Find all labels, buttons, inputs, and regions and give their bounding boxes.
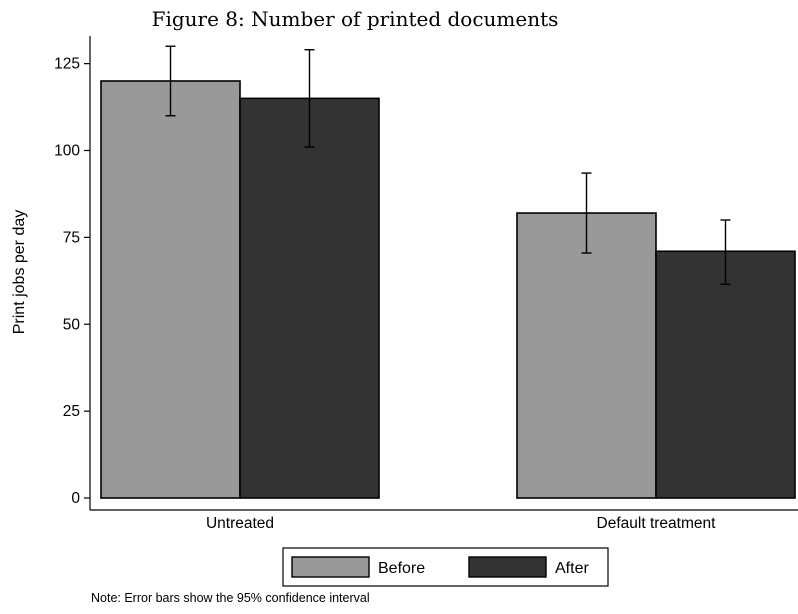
- legend: Before After: [282, 547, 609, 587]
- y-axis-label: Print jobs per day: [11, 210, 28, 335]
- y-tick-label: 0: [71, 490, 80, 507]
- legend-label-before: Before: [378, 560, 425, 577]
- bar-after: [655, 250, 796, 499]
- chart-title: Figure 8: Number of printed documents: [152, 7, 559, 31]
- legend-swatch-after: [468, 556, 547, 578]
- error-bars-group: [165, 45, 731, 285]
- x-axis: Untreated Default treatment: [90, 509, 798, 532]
- bar-before: [516, 212, 657, 499]
- chart-note: Note: Error bars show the 95% confidence…: [91, 591, 370, 605]
- error-bar: [720, 219, 731, 285]
- bar-before: [100, 80, 241, 499]
- error-bar: [581, 172, 592, 254]
- error-bar: [304, 49, 315, 148]
- bars-group: [100, 80, 796, 499]
- y-axis: 0 25 50 75 100 125: [54, 36, 91, 510]
- legend-swatch-before: [291, 556, 370, 578]
- x-category-label: Untreated: [206, 515, 274, 532]
- y-tick-label: 125: [54, 56, 80, 73]
- y-tick-label: 75: [63, 229, 80, 246]
- error-bar: [165, 45, 176, 117]
- y-tick-label: 100: [54, 143, 80, 160]
- x-category-label: Default treatment: [597, 515, 717, 532]
- y-tick-label: 50: [63, 316, 81, 333]
- legend-label-after: After: [555, 560, 589, 577]
- bar-after: [239, 97, 380, 499]
- y-tick-label: 25: [63, 403, 80, 420]
